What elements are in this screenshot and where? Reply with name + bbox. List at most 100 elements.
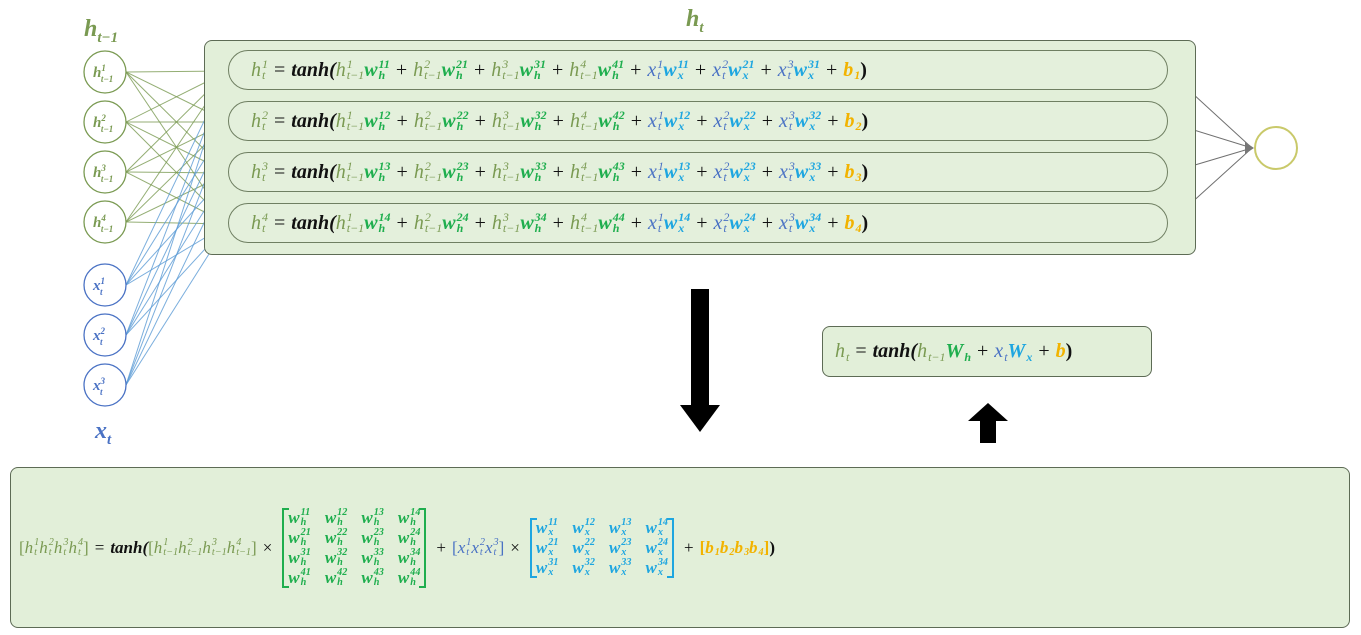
- math-term: h 3 t−1: [491, 56, 519, 82]
- term-scripts: 31 h: [534, 57, 546, 82]
- matrix-cell: w 11 x: [536, 516, 559, 538]
- operator: ×: [510, 537, 520, 557]
- term-base: w: [397, 567, 410, 587]
- subscript: 3: [743, 546, 750, 558]
- term-base: [: [148, 537, 154, 557]
- superscript: 44: [410, 566, 421, 578]
- term-base: x: [484, 537, 493, 557]
- operator: +: [761, 109, 774, 132]
- term-base: b: [844, 109, 855, 132]
- subscript: t: [466, 546, 470, 558]
- math-term: w 21 h: [442, 57, 468, 82]
- term-scripts: h: [964, 340, 971, 363]
- superscript: 32: [584, 556, 595, 568]
- subscript: t−1: [580, 68, 598, 82]
- subscript: t: [34, 546, 38, 558]
- superscript: 33: [809, 158, 822, 173]
- term-base: w: [729, 160, 743, 183]
- superscript: 11: [677, 56, 689, 71]
- math-term: w 14 h: [364, 210, 390, 235]
- superscript: 1: [657, 158, 664, 173]
- neuron-formula-row: h 3 t = tanh(h 1 t−1 w 13 h + h 2 t−1 w 23 h + h 3 t−1 w 33 h + h…: [228, 152, 1168, 192]
- superscript: 24: [743, 209, 756, 224]
- term-base: w: [663, 160, 678, 183]
- subscript: h: [456, 221, 464, 235]
- superscript: 3: [502, 158, 509, 173]
- subscript: t−1: [580, 221, 599, 235]
- term-scripts: 33 x: [809, 158, 822, 184]
- term-base: h: [917, 340, 928, 362]
- term-base: x: [777, 58, 787, 81]
- superscript: 13: [621, 516, 632, 528]
- term-base: h: [491, 160, 502, 183]
- term-base: w: [364, 58, 378, 81]
- term-scripts: 3 t−1: [502, 108, 521, 133]
- term-base: w: [535, 537, 548, 557]
- math-term: h 2 t−1: [178, 537, 202, 558]
- subscript: t−1: [502, 119, 521, 133]
- subscript: x: [743, 119, 750, 133]
- superscript: 3: [493, 536, 499, 548]
- subscript: 1: [714, 546, 720, 558]
- matrix-cell: w 21 h: [288, 527, 311, 548]
- superscript: 3: [502, 56, 509, 71]
- superscript: 11: [548, 516, 558, 528]
- term-scripts: 34 h: [534, 209, 547, 235]
- superscript: 2: [424, 209, 431, 224]
- term-base: ]: [763, 537, 770, 557]
- term-scripts: 33 h: [374, 547, 384, 567]
- superscript: 2: [424, 56, 431, 71]
- math-term: h t: [835, 340, 849, 363]
- math-term: h 1 t−1: [336, 209, 365, 235]
- math-term: w 33 h: [520, 159, 546, 184]
- term-scripts: 14 x: [658, 517, 668, 537]
- math-term: ]: [83, 538, 89, 558]
- superscript: 3: [787, 56, 794, 71]
- superscript: 3: [788, 158, 795, 173]
- superscript: 23: [456, 158, 469, 173]
- math-term: ]: [499, 538, 505, 558]
- term-base: w: [663, 211, 678, 234]
- superscript: 21: [548, 536, 559, 548]
- math-term: h 1 t−1: [336, 158, 364, 184]
- operator: +: [473, 58, 486, 81]
- subscript: x: [742, 68, 749, 82]
- subscript: t: [723, 170, 727, 184]
- formula: h 4 t = tanh(h 1 t−1 w 14 h + h 2 t−1 w 24 h + h 3 t−1 w 34 h + h…: [251, 209, 868, 235]
- operator: +: [552, 160, 564, 183]
- subscript: x: [584, 566, 590, 578]
- h-prev-node: [83, 150, 127, 194]
- operator: +: [761, 211, 774, 234]
- superscript: 1: [346, 209, 353, 224]
- term-base: h: [68, 537, 77, 557]
- operator: =: [855, 340, 867, 362]
- superscript: 2: [262, 107, 268, 122]
- operator: =: [274, 211, 286, 234]
- subscript: t−1: [346, 221, 365, 235]
- math-term: w 13 x: [663, 159, 690, 184]
- math-term: b 3: [845, 161, 862, 184]
- term-base: w: [597, 58, 612, 81]
- operator: +: [827, 109, 839, 132]
- term-base: w: [645, 557, 657, 577]
- math-term: [: [19, 538, 25, 558]
- term-base: w: [288, 507, 300, 527]
- math-term: w 11 h: [364, 57, 390, 82]
- superscript: 1: [346, 158, 353, 173]
- math-term: w 34 x: [795, 210, 821, 235]
- operator: +: [474, 160, 486, 183]
- math-term: b 1: [843, 59, 860, 82]
- superscript: 3: [502, 209, 509, 224]
- term-base: w: [397, 507, 410, 527]
- term-base: w: [794, 109, 809, 132]
- subscript: t−1: [163, 546, 179, 558]
- superscript: 34: [534, 209, 547, 224]
